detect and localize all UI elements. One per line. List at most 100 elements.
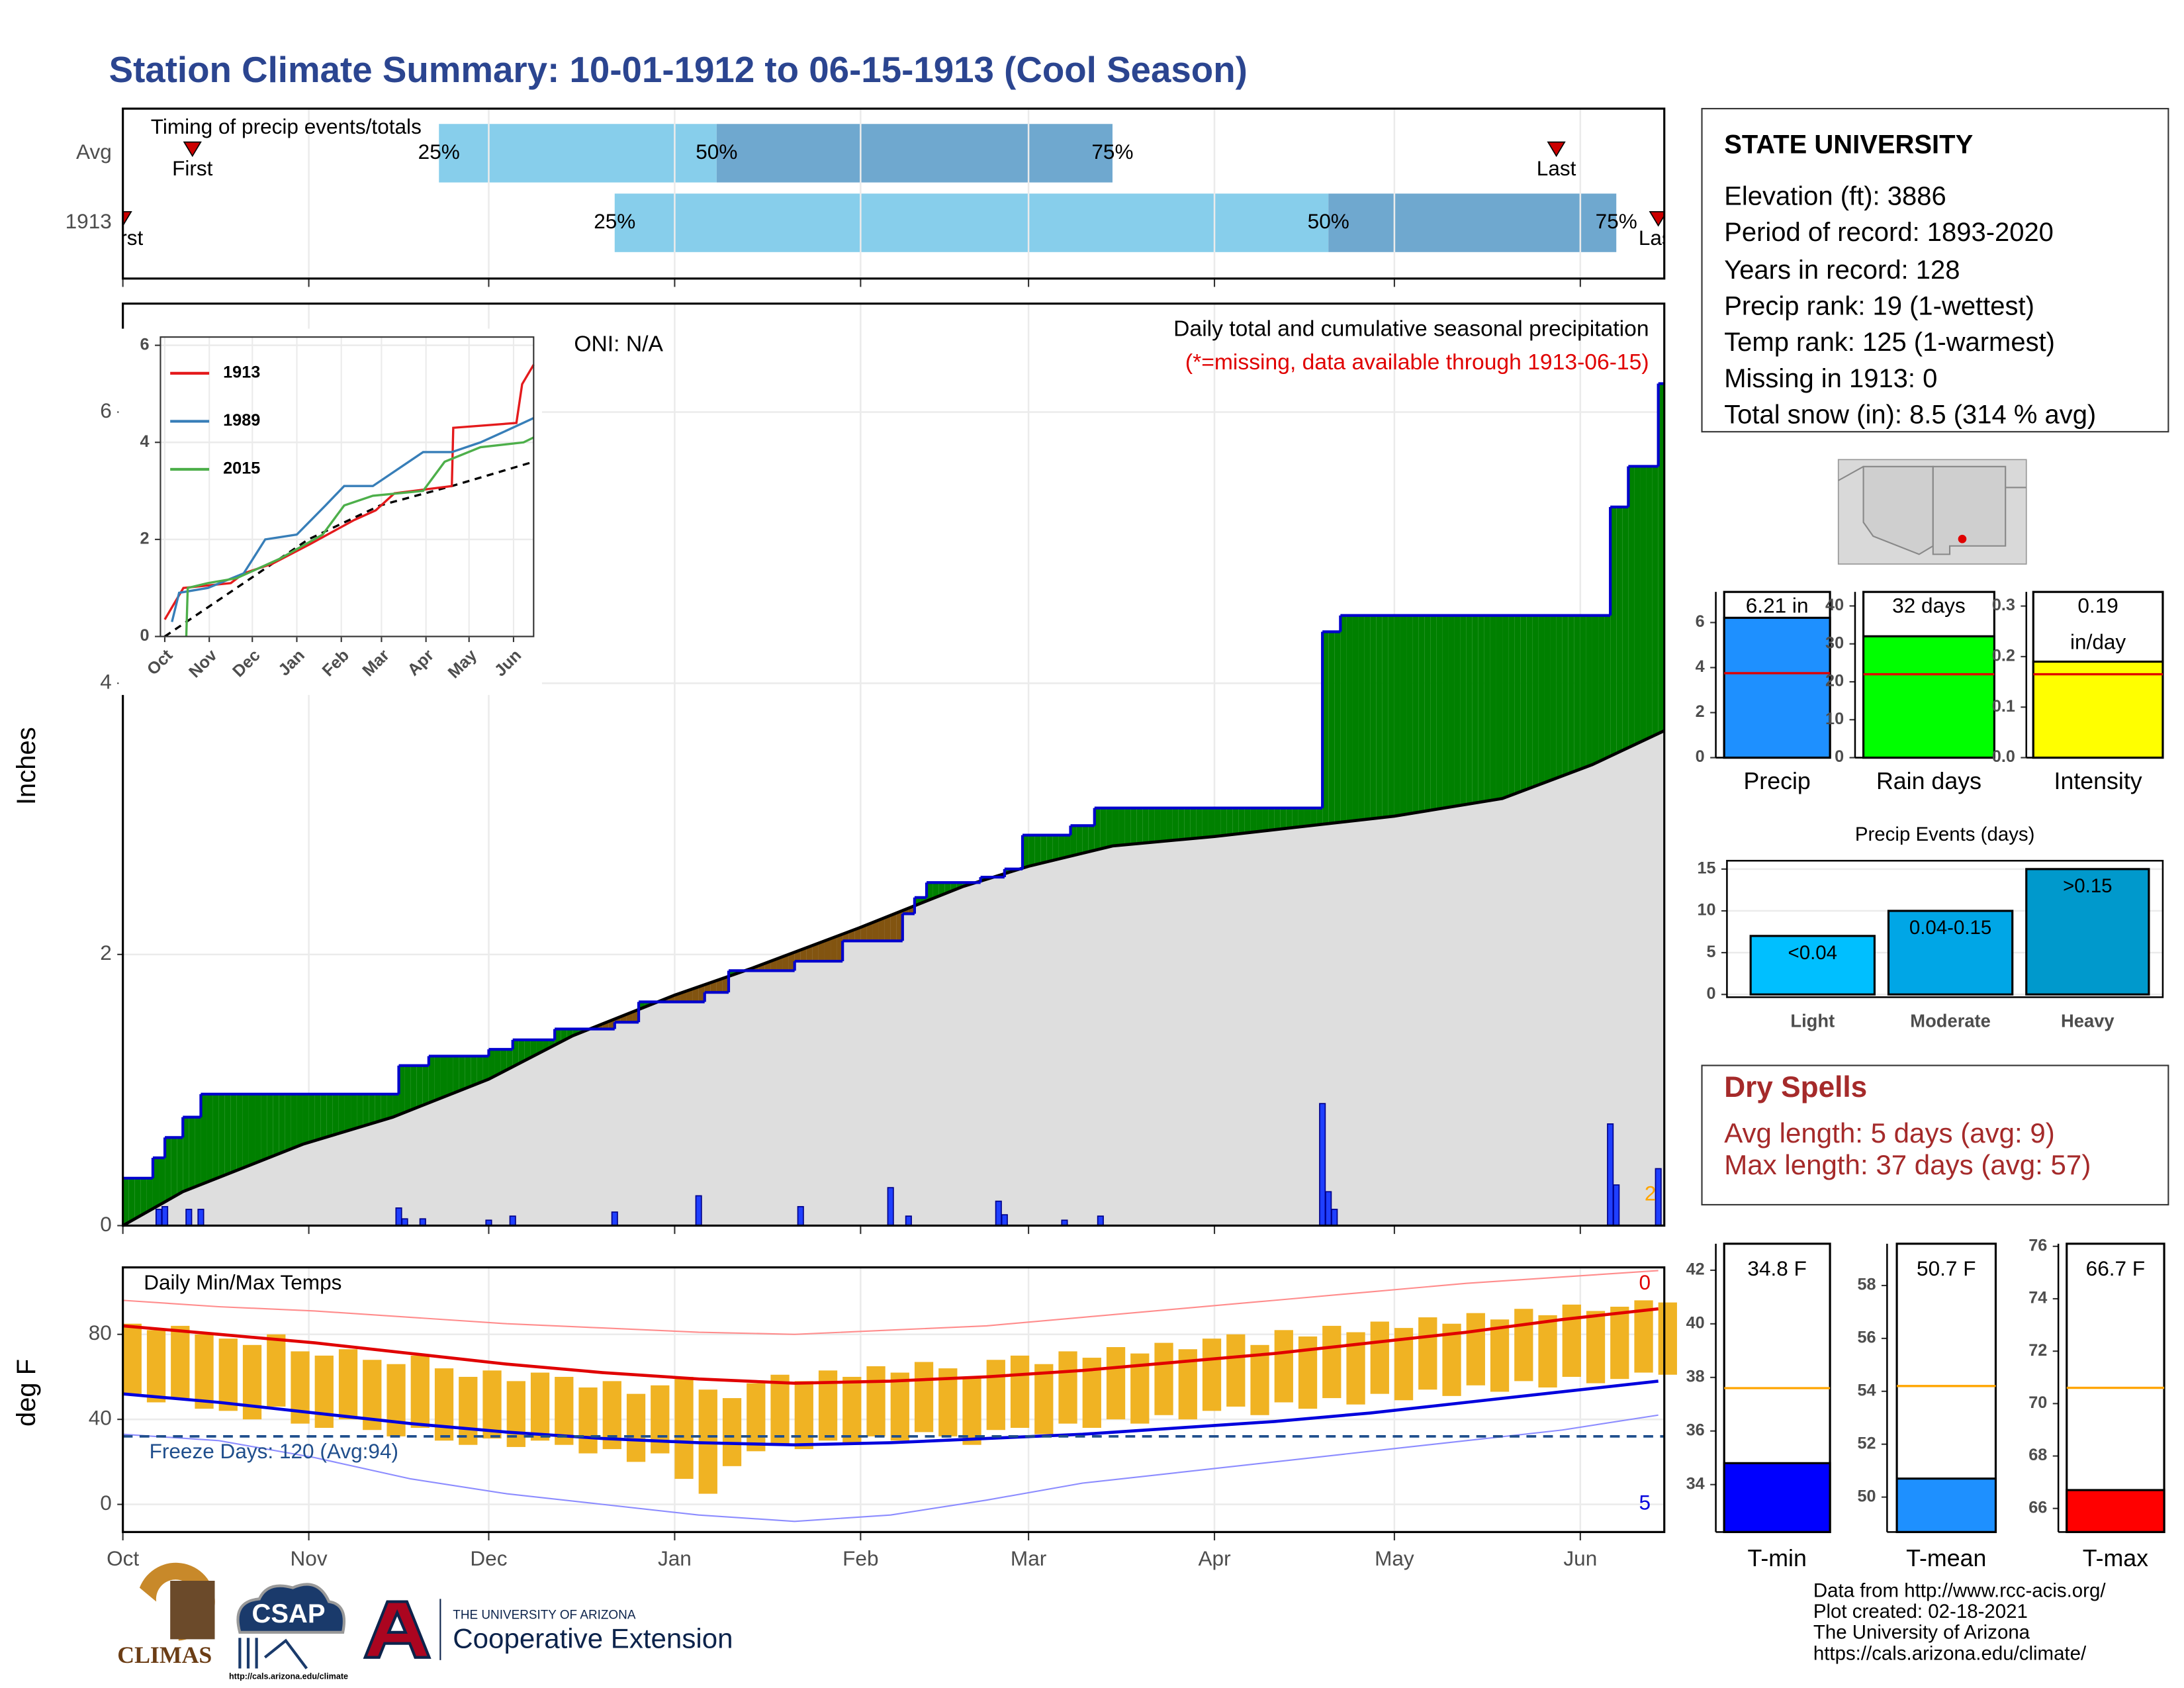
climatology-line xyxy=(122,1380,1659,1447)
departure-fill xyxy=(1250,808,1257,833)
departure-fill xyxy=(927,882,933,902)
y-tick-label: 80 xyxy=(89,1321,112,1344)
daily-bar xyxy=(395,1207,402,1227)
event-label: Last xyxy=(1639,226,1678,250)
y-tick-label: 15 xyxy=(1697,859,1715,878)
departure-fill xyxy=(177,1137,183,1196)
temp-range-bar xyxy=(267,1334,286,1407)
departure-fill xyxy=(1580,615,1586,769)
x-tick-label: Apr xyxy=(1198,1546,1230,1570)
value-label: 50.7 F xyxy=(1917,1257,1976,1282)
departure-fill xyxy=(1388,615,1394,817)
temp-range-bar xyxy=(890,1372,909,1441)
departure-fill xyxy=(1352,615,1359,821)
daily-bar xyxy=(695,1195,702,1227)
climas-logo xyxy=(170,1580,215,1640)
x-tick-label: Nov xyxy=(291,1546,328,1570)
y-tick-label: 6 xyxy=(1696,612,1705,631)
daily-bar xyxy=(797,1205,804,1227)
csap-url: http://cals.arizona.edu/climate xyxy=(229,1671,348,1681)
departure-fill xyxy=(884,915,891,941)
quantile-label: 25% xyxy=(418,140,460,164)
departure-fill xyxy=(1544,615,1551,783)
departure-fill xyxy=(518,1039,525,1064)
corner-label: 2 xyxy=(1645,1182,1657,1205)
departure-fill xyxy=(332,1094,339,1135)
daily-bar xyxy=(1607,1123,1614,1227)
locator-map xyxy=(1837,459,2027,565)
csap-text: CSAP xyxy=(251,1599,325,1628)
plot-frame xyxy=(122,107,1666,280)
departure-fill xyxy=(381,1094,387,1121)
departure-fill xyxy=(698,984,705,1002)
quantile-label: 75% xyxy=(1091,140,1133,164)
timeline-title: Timing of precip events/totals xyxy=(151,115,422,138)
departure-fill xyxy=(224,1094,231,1176)
temp-range-bar xyxy=(434,1368,454,1441)
temp-range-bar xyxy=(1562,1304,1581,1377)
y-tick-label: 54 xyxy=(1857,1381,1876,1399)
departure-fill xyxy=(1178,808,1185,840)
y-tick-label: 66 xyxy=(2028,1498,2047,1517)
departure-fill xyxy=(500,1049,507,1073)
departure-fill xyxy=(1460,615,1467,806)
bar xyxy=(2066,1489,2165,1533)
y-tick-label: 0 xyxy=(100,1491,112,1515)
departure-fill xyxy=(1640,466,1647,742)
departure-fill xyxy=(1430,615,1437,811)
x-tick-label: Oct xyxy=(107,1546,139,1570)
bin-label: >0.15 xyxy=(2063,875,2113,897)
departure-fill xyxy=(285,1094,291,1152)
departure-fill xyxy=(1262,808,1269,831)
y-tick-label: 10 xyxy=(1697,901,1715,919)
temp-range-bar xyxy=(1298,1336,1318,1409)
departure-fill xyxy=(261,1094,267,1161)
departure-fill xyxy=(165,1137,171,1202)
departure-fill xyxy=(506,1049,513,1070)
departure-fill xyxy=(1190,808,1197,839)
departure-fill xyxy=(1220,808,1227,836)
departure-fill xyxy=(1268,808,1275,831)
x-tick-label: Jun xyxy=(1563,1546,1597,1570)
temp-range-bar xyxy=(842,1376,862,1445)
departure-fill xyxy=(410,1065,417,1110)
y-tick-label: 6 xyxy=(140,335,150,353)
departure-fill xyxy=(1130,808,1137,845)
daily-bar xyxy=(887,1187,894,1227)
event-marker xyxy=(183,141,202,158)
departure-fill xyxy=(206,1094,213,1182)
departure-fill xyxy=(201,1094,207,1185)
event-label: First xyxy=(103,226,144,250)
map-state xyxy=(1932,465,2007,555)
y-tick-label: 2 xyxy=(1696,702,1705,721)
temp-range-bar xyxy=(555,1376,574,1445)
temp-range-bar xyxy=(747,1383,766,1452)
daily-bar xyxy=(1097,1215,1104,1227)
station-name: STATE UNIVERSITY xyxy=(1724,130,1973,159)
temp-range-bar xyxy=(218,1338,238,1411)
bar xyxy=(1749,935,1876,996)
average-area xyxy=(122,730,1664,1226)
climas-text: CLIMAS xyxy=(117,1642,212,1668)
chart-title: Daily total and cumulative seasonal prec… xyxy=(1173,317,1649,342)
value-label: 32 days xyxy=(1892,594,1966,619)
value-label-box: 6.21 in xyxy=(1746,594,1809,618)
departure-fill xyxy=(788,952,795,971)
departure-fill xyxy=(392,1094,399,1117)
y-tick-label: 2 xyxy=(100,941,112,964)
departure-fill xyxy=(1424,615,1431,812)
temp-range-bar xyxy=(530,1372,550,1441)
temp-range-bar xyxy=(794,1381,813,1450)
y-tick-label: 40 xyxy=(1686,1314,1705,1333)
x-tick-label: Jan xyxy=(658,1546,692,1570)
y-tick-label: 68 xyxy=(2028,1446,2047,1464)
temp-range-bar xyxy=(1322,1325,1342,1399)
departure-fill xyxy=(351,1094,357,1130)
credit-line: Plot created: 02-18-2021 xyxy=(1813,1601,2028,1622)
average-line xyxy=(164,460,534,637)
temp-range-bar xyxy=(914,1362,934,1432)
departure-fill xyxy=(453,1056,459,1094)
departure-fill xyxy=(1502,615,1509,799)
csap-art xyxy=(238,1638,308,1669)
